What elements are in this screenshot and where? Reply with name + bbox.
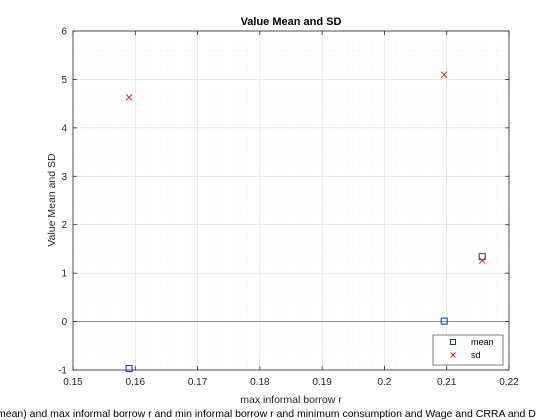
- plot-frame: [72, 30, 510, 371]
- legend-mean-label: mean: [471, 337, 494, 347]
- mean-point: [440, 317, 448, 325]
- sd-point: [440, 71, 448, 78]
- legend-box: [432, 334, 504, 366]
- y-tick-label: 2: [61, 220, 67, 231]
- mean-point: [125, 365, 133, 373]
- y-axis-label: Value Mean and SD: [46, 153, 58, 247]
- x-tick-label: 0.15: [63, 377, 83, 388]
- legend: mean sd: [432, 334, 504, 366]
- data-marks: [125, 71, 486, 373]
- y-tick-label: 3: [61, 172, 67, 183]
- y-tick-labels: -1 0 1 2 3 4 5 6: [58, 27, 67, 377]
- chart-title: Value Mean and SD: [241, 16, 342, 28]
- legend-sd-label: sd: [471, 350, 481, 360]
- x-tick-labels: 0.15 0.16 0.17 0.18 0.19 0.2 0.21 0.22: [63, 377, 519, 388]
- footer-caption: mean) and max informal borrow r and min …: [0, 408, 536, 420]
- plot-area: [73, 31, 509, 370]
- y-tick-label: -1: [58, 366, 67, 377]
- y-tick-label: 1: [61, 269, 67, 280]
- y-tick-label: 5: [61, 75, 67, 86]
- legend-sd-marker: [450, 352, 456, 358]
- x-tick-label: 0.18: [250, 377, 270, 388]
- x-tick-label: 0.17: [188, 377, 208, 388]
- x-tick-label: 0.21: [437, 377, 457, 388]
- y-tick-label: 4: [61, 123, 67, 134]
- x-tick-label: 0.19: [312, 377, 332, 388]
- y-tick-label: 0: [61, 317, 67, 328]
- sd-point: [478, 257, 486, 264]
- axis-ticks: [72, 30, 510, 371]
- mean-point: [478, 253, 486, 261]
- sd-point: [125, 93, 133, 101]
- x-tick-label: 0.2: [377, 377, 391, 388]
- legend-mean-marker: [450, 339, 456, 345]
- y-tick-label: 6: [61, 27, 67, 38]
- x-axis-label: max informal borrow r: [240, 394, 342, 406]
- x-tick-label: 0.22: [499, 377, 519, 388]
- x-tick-label: 0.16: [126, 377, 146, 388]
